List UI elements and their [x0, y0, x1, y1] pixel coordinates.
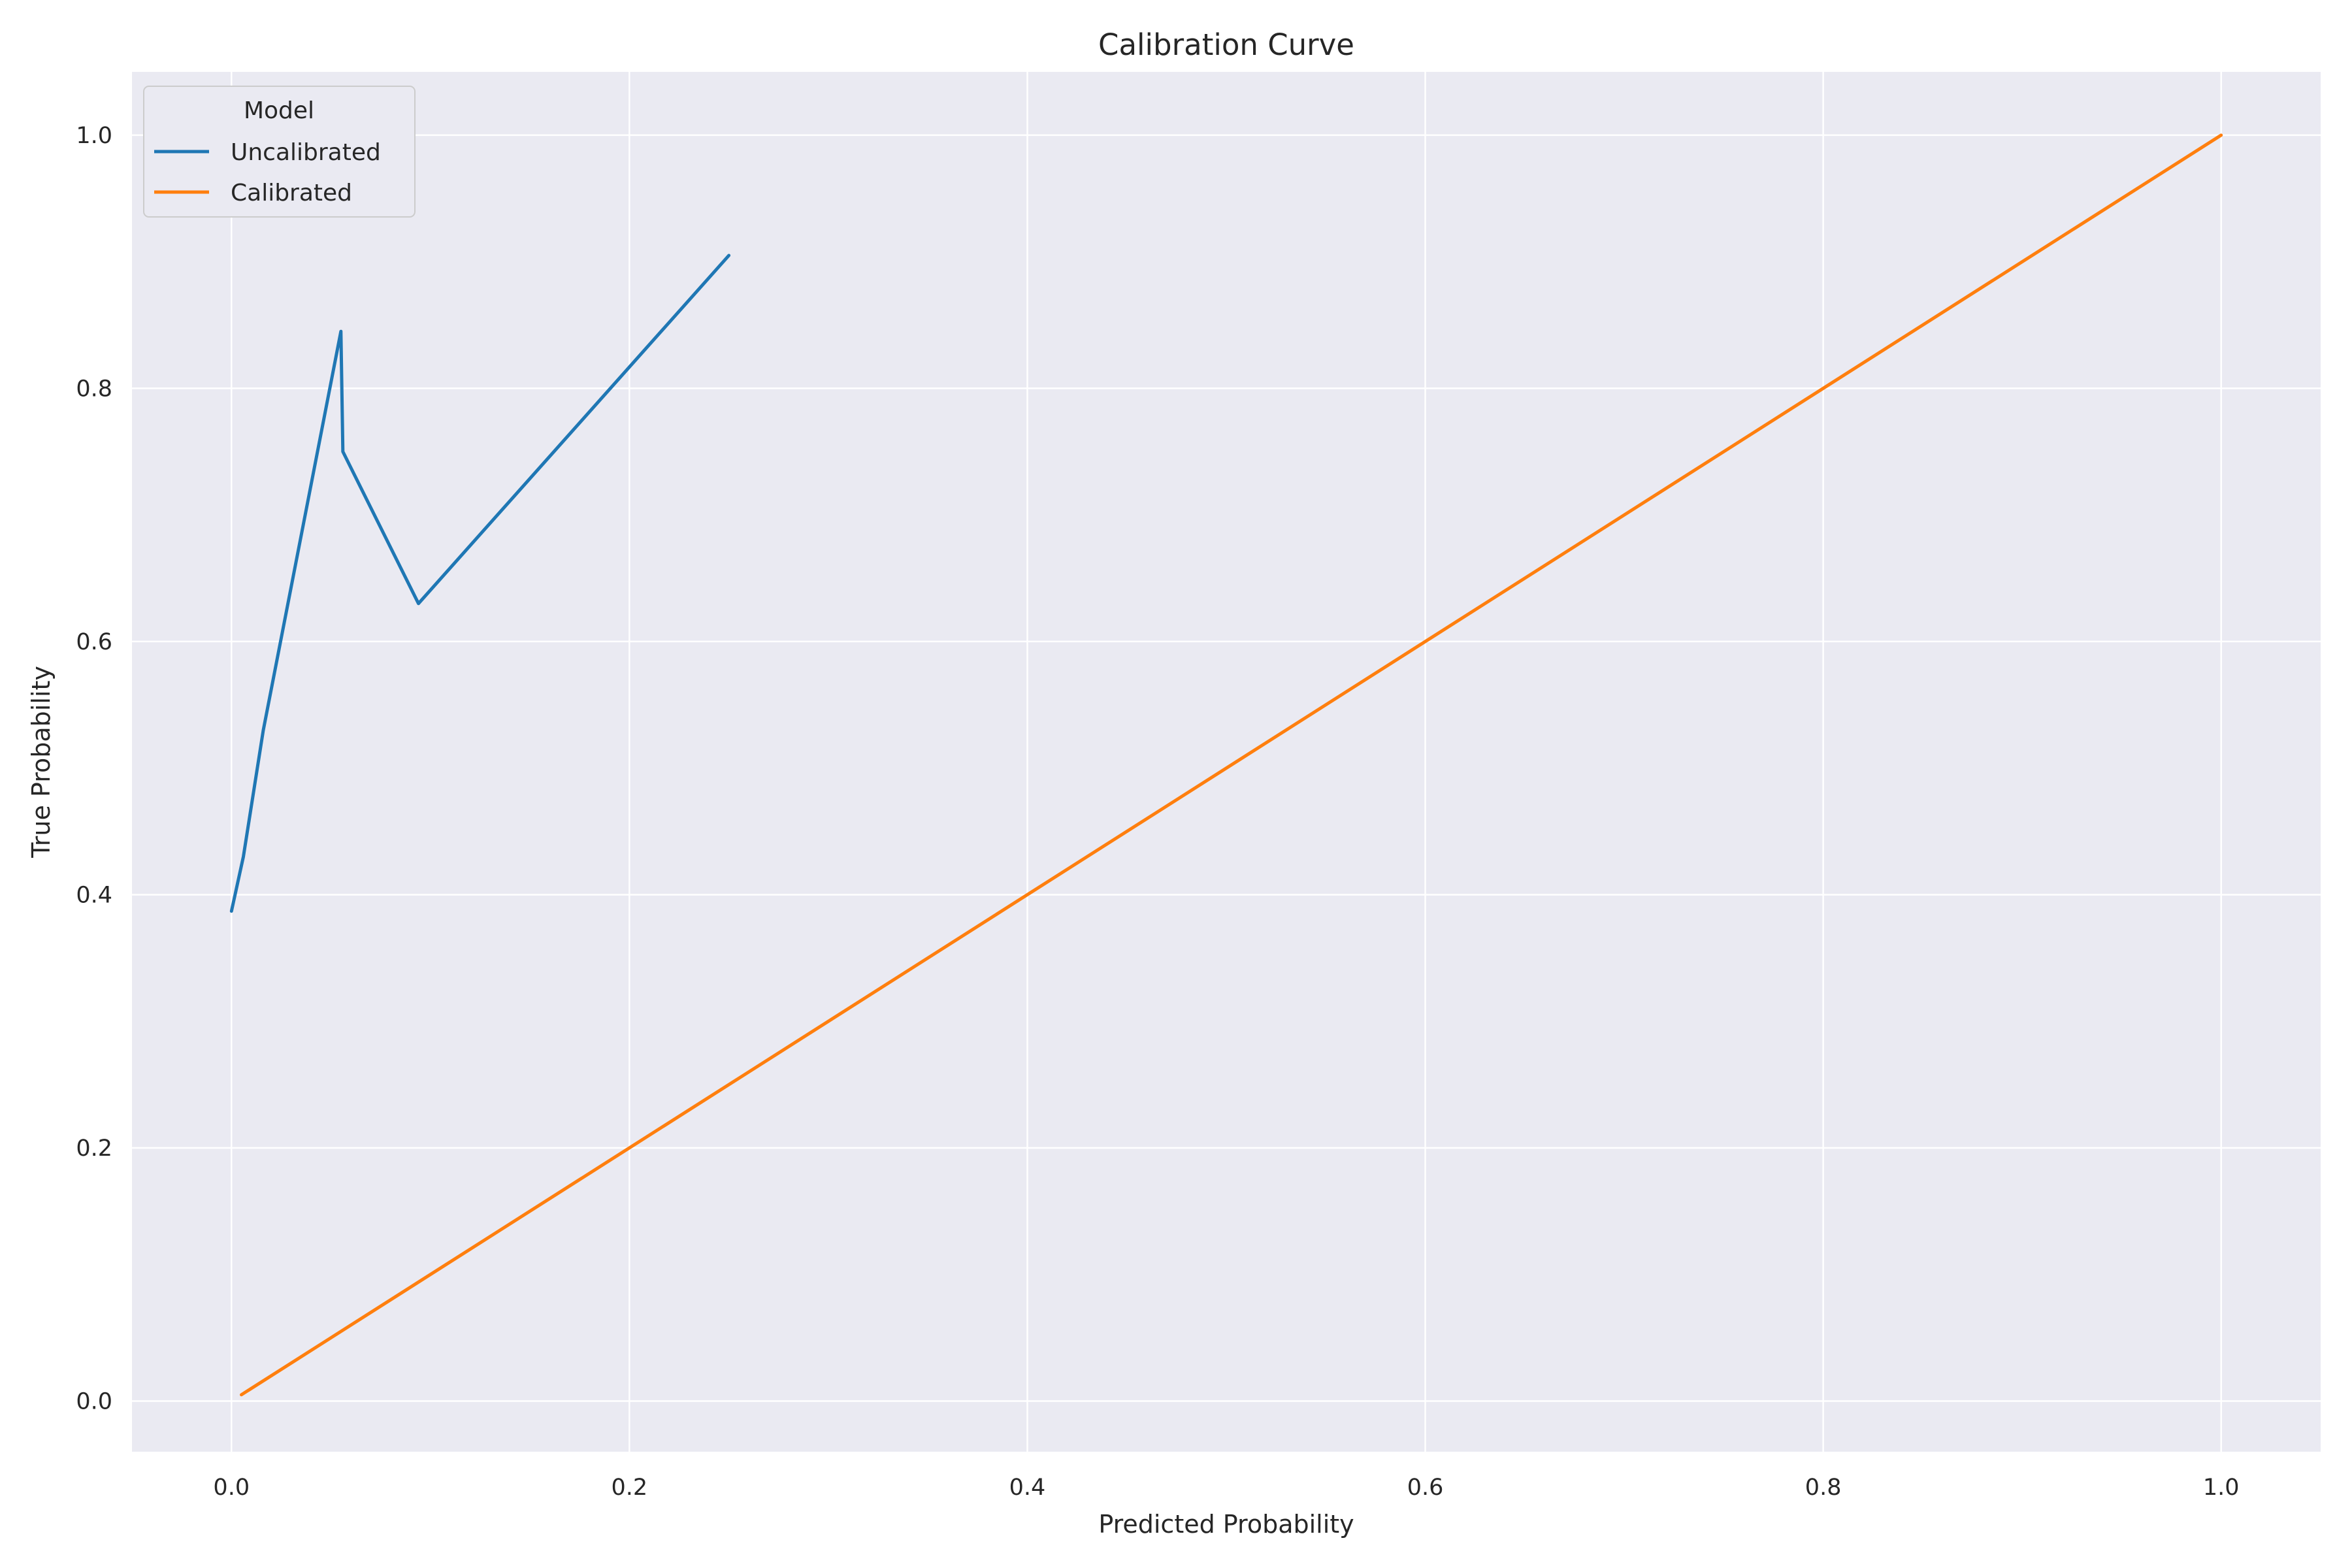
y-tick-label: 0.8 [76, 376, 112, 402]
x-tick-label: 0.0 [213, 1475, 250, 1501]
y-tick-label: 1.0 [76, 123, 112, 149]
chart-title: Calibration Curve [1098, 27, 1354, 62]
legend-label-calibrated: Calibrated [231, 180, 352, 206]
x-tick-label: 1.0 [2203, 1475, 2240, 1501]
legend-label-uncalibrated: Uncalibrated [231, 139, 381, 166]
y-tick-label: 0.2 [76, 1135, 112, 1162]
y-tick-label: 0.0 [76, 1388, 112, 1414]
x-axis-label: Predicted Probability [1098, 1510, 1354, 1539]
x-tick-label: 0.6 [1407, 1475, 1444, 1501]
x-tick-label: 0.8 [1805, 1475, 1842, 1501]
series-line-calibrated [240, 133, 2223, 1397]
legend-title: Model [244, 97, 314, 124]
y-axis-label: True Probability [27, 666, 56, 858]
series-line-uncalibrated [229, 253, 731, 913]
tick-labels: 0.0 0.2 0.4 0.6 0.8 1.0 0.0 0.2 0.4 0.6 0.8 1.0 [76, 123, 2239, 1501]
plot-area [132, 72, 2321, 1452]
legend-box [143, 86, 416, 218]
y-tick-label: 0.4 [76, 882, 112, 908]
x-tick-label: 0.2 [612, 1475, 648, 1501]
y-tick-label: 0.6 [76, 629, 112, 655]
grid-lines [132, 72, 2321, 1452]
legend: Model Uncalibrated Calibrated [143, 86, 416, 218]
series-lines [229, 133, 2223, 1397]
x-tick-label: 0.4 [1009, 1475, 1046, 1501]
